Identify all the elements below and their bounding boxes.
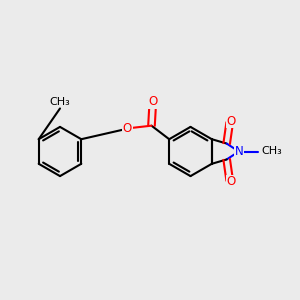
Text: CH₃: CH₃ xyxy=(50,97,70,107)
Text: N: N xyxy=(235,145,243,158)
Text: O: O xyxy=(148,95,157,108)
Text: O: O xyxy=(226,175,236,188)
Text: CH₃: CH₃ xyxy=(261,146,282,157)
Text: O: O xyxy=(123,122,132,135)
Text: O: O xyxy=(226,115,236,128)
